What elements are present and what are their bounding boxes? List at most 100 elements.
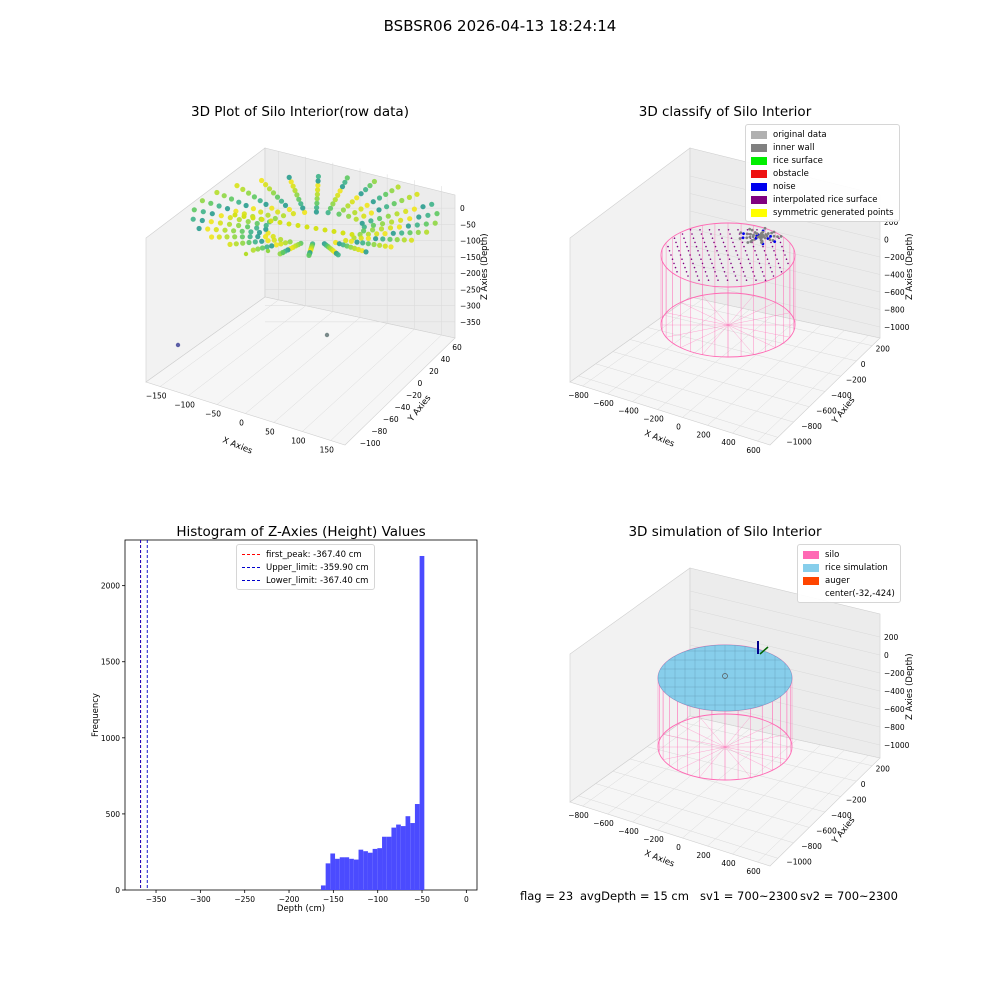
interpolated-point [697, 250, 699, 252]
z-tick-label: −200 [884, 669, 905, 678]
scatter-point [300, 205, 306, 211]
scatter-point [354, 239, 360, 245]
inner-wall-point [745, 232, 749, 236]
interpolated-point [739, 262, 742, 265]
scatter-point [259, 177, 265, 184]
grid-line [578, 375, 778, 438]
inner-wall-point [772, 230, 776, 234]
raw-floor-pane [145, 296, 456, 446]
interpolated-point [730, 237, 733, 239]
interpolated-point [719, 258, 721, 261]
scatter-point [248, 229, 254, 235]
scatter-point [313, 226, 319, 231]
scatter-point [290, 211, 296, 217]
y-tick-label: −600 [816, 406, 837, 415]
scatter-point [364, 202, 370, 208]
scatter-point [294, 192, 300, 198]
grid-line [330, 334, 442, 441]
y-tick-label: −80 [371, 427, 387, 436]
scatter-point [389, 188, 395, 194]
interpolated-point [771, 245, 774, 248]
interpolated-point [750, 266, 753, 269]
avg-depth-readout: avgDepth = 15 cm [580, 889, 689, 903]
scatter-point [363, 249, 369, 255]
interpolated-point [768, 262, 770, 265]
interpolated-point [722, 266, 724, 269]
inner-wall-point [746, 241, 750, 244]
scatter-point [377, 215, 383, 222]
histogram-y-ticks: 0 500 1000 1500 2000 [101, 582, 125, 895]
interpolated-point [692, 237, 695, 239]
inner-wall-point [760, 241, 763, 244]
z-tick-label: −200 [460, 269, 481, 278]
scatter-point [259, 217, 265, 222]
silo-floor-spoke [727, 324, 776, 348]
interpolated-point [761, 271, 764, 273]
grid-line [188, 305, 306, 396]
interpolated-point [687, 275, 689, 277]
interpolated-point [728, 258, 731, 261]
scatter-point [340, 207, 346, 213]
scatter-point [236, 199, 242, 205]
x-tick-label: −100 [174, 401, 195, 410]
interpolated-point [729, 233, 731, 235]
interpolated-point [769, 266, 772, 269]
grid-line [629, 339, 826, 392]
interpolated-point [777, 262, 780, 265]
scatter-point [313, 209, 319, 215]
y-tick-label: 40 [441, 355, 451, 364]
scatter-point [390, 230, 396, 236]
interpolated-point [711, 237, 714, 239]
interpolated-point [755, 279, 757, 282]
histogram-bar [339, 857, 345, 890]
interpolated-point [717, 254, 720, 256]
legend-label: rice surface [773, 155, 823, 166]
interpolated-point [776, 258, 778, 261]
interpolated-point [784, 254, 786, 256]
inner-wall-point [763, 226, 767, 230]
y-tick-label: −100 [360, 439, 381, 448]
scatter-point [395, 184, 401, 190]
y-tick-label: −40 [394, 403, 410, 412]
scatter-point [401, 237, 407, 243]
scatter-point [385, 213, 391, 219]
grid-line [595, 363, 794, 423]
interpolated-point [779, 266, 781, 269]
legend-label: rice simulation [825, 562, 888, 573]
grid-line [689, 245, 881, 293]
histogram-bar [382, 836, 387, 890]
silo-floor-spoke [680, 302, 729, 326]
y-tick-label: 1000 [101, 734, 120, 743]
interpolated-point [702, 237, 704, 239]
interpolated-point [754, 250, 756, 252]
x-tick-label: −150 [323, 895, 344, 904]
scatter-point [243, 202, 249, 209]
inner-wall-point [772, 234, 776, 238]
scatter-point [335, 252, 341, 258]
scatter-point [278, 198, 285, 204]
inner-wall-point [745, 236, 749, 240]
inner-wall-point [764, 233, 768, 236]
scatter-point [269, 205, 275, 211]
x-tick-label: −100 [367, 895, 388, 904]
legend-label: first_peak: -367.40 cm [266, 549, 362, 560]
interpolated-point [676, 271, 678, 273]
interpolated-point [687, 250, 690, 252]
legend-label: symmetric generated points [773, 207, 894, 218]
x-tick-label: −50 [205, 410, 221, 419]
x-tick-label: 600 [746, 446, 761, 455]
simulation-rice-surface [657, 644, 793, 712]
classify-points [667, 226, 789, 282]
x-tick-label: −400 [618, 827, 639, 836]
scatter-point [196, 225, 202, 232]
interpolated-point [753, 275, 756, 277]
auger-arm [759, 646, 769, 655]
y-tick-label: −400 [831, 811, 852, 820]
interpolated-point [771, 271, 773, 273]
scatter-point [218, 213, 224, 219]
x-tick-label: −200 [643, 835, 664, 844]
z-tick-label: −50 [460, 220, 476, 229]
interpolated-point [787, 262, 789, 265]
scatter-point [250, 247, 256, 253]
scatter-point [236, 222, 242, 229]
